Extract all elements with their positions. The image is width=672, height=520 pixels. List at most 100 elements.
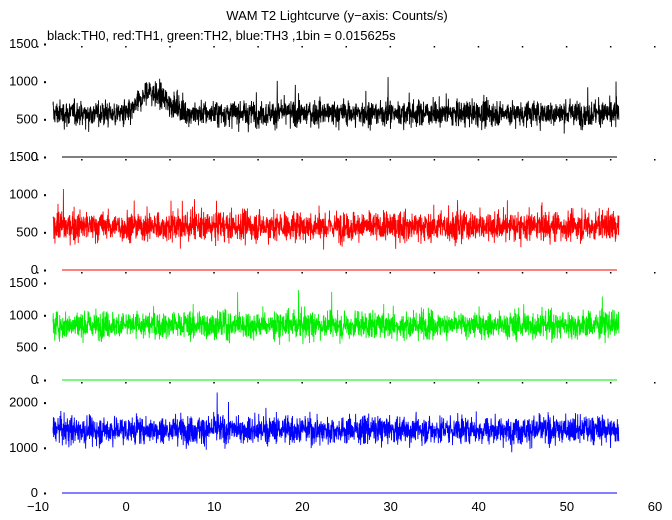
minor-tick-th2-9 xyxy=(433,272,436,274)
minor-tick-th0-5 xyxy=(257,46,259,48)
y-tick-label-th0-1: 1000 xyxy=(9,74,38,89)
minor-tick-th0-11 xyxy=(521,46,524,48)
x-tick-label-5: 40 xyxy=(471,499,485,514)
panel-th1: 1500 1000 500 0 xyxy=(9,149,656,277)
minor-tick-th2-13 xyxy=(609,272,612,274)
minor-tick-th3-2 xyxy=(125,382,127,384)
x-tick-label-3: 20 xyxy=(295,499,309,514)
x-axis: −10 0 10 20 30 40 50 60 xyxy=(27,492,662,514)
minor-tick-th2-1 xyxy=(81,272,83,274)
minor-tick-th2-0 xyxy=(37,272,39,274)
chart-subtitle: black:TH0, red:TH1, green:TH2, blue:TH3 … xyxy=(47,28,396,43)
minor-tick-th0-9 xyxy=(433,46,436,48)
y-tick-label-th0-3: 0 xyxy=(31,149,38,164)
minor-tick-th1-12 xyxy=(565,159,568,161)
y-tick-mark-th2-3 xyxy=(44,379,46,382)
minor-tick-th1-4 xyxy=(213,159,215,161)
minor-tick-th3-1 xyxy=(81,382,83,384)
panels-layer: 1500100050001500100050001500100050002000… xyxy=(9,36,656,500)
minor-tick-th0-14 xyxy=(654,46,656,48)
minor-tick-th2-5 xyxy=(257,272,259,274)
minor-tick-th0-10 xyxy=(477,46,480,48)
minor-tick-th2-4 xyxy=(213,272,215,274)
y-tick-label-th0-2: 500 xyxy=(16,111,38,126)
chart-title: WAM T2 Lightcurve (y−axis: Counts/s) xyxy=(226,8,447,23)
y-tick-mark-th1-3 xyxy=(44,269,46,272)
y-tick-mark-th1-2 xyxy=(44,231,46,234)
minor-tick-th2-8 xyxy=(389,272,392,274)
lightcurve-trace-th3 xyxy=(52,392,620,453)
x-tick-label-1: 0 xyxy=(122,499,129,514)
minor-tick-th1-14 xyxy=(654,159,656,161)
y-tick-label-th2-2: 500 xyxy=(16,340,38,355)
minor-tick-th2-7 xyxy=(345,272,347,274)
minor-tick-th1-10 xyxy=(477,159,480,161)
minor-tick-th3-11 xyxy=(521,382,524,384)
minor-tick-th0-13 xyxy=(609,46,612,48)
y-tick-label-th2-3: 0 xyxy=(31,372,38,387)
minor-tick-th0-1 xyxy=(81,46,83,48)
minor-tick-th2-10 xyxy=(477,272,480,274)
panel-th3: 2000 1000 0 xyxy=(9,382,656,500)
minor-tick-th2-12 xyxy=(565,272,568,274)
lightcurve-trace-th1 xyxy=(52,189,620,250)
minor-tick-th3-9 xyxy=(433,382,436,384)
minor-tick-th1-8 xyxy=(389,159,392,161)
y-tick-label-th1-3: 0 xyxy=(31,262,38,277)
panel-th0: 1500 1000 500 0 xyxy=(9,36,656,164)
minor-tick-th1-1 xyxy=(81,159,83,161)
y-tick-label-th3-0: 2000 xyxy=(9,395,38,410)
minor-tick-th2-2 xyxy=(125,272,127,274)
minor-tick-th3-8 xyxy=(389,382,392,384)
minor-tick-th3-3 xyxy=(169,382,171,384)
minor-tick-th1-2 xyxy=(125,159,127,161)
x-tick-label-6: 50 xyxy=(560,499,574,514)
y-tick-label-th1-0: 1500 xyxy=(9,149,38,164)
y-tick-mark-th0-2 xyxy=(44,118,46,121)
minor-tick-th1-6 xyxy=(301,159,303,161)
y-tick-mark-th2-1 xyxy=(44,314,46,317)
minor-tick-th3-13 xyxy=(609,382,612,384)
minor-tick-th1-7 xyxy=(345,159,347,161)
y-tick-mark-th1-1 xyxy=(44,194,46,197)
minor-tick-th1-9 xyxy=(433,159,436,161)
minor-tick-th0-8 xyxy=(389,46,392,48)
minor-tick-th1-0 xyxy=(37,159,39,161)
minor-tick-th1-5 xyxy=(257,159,259,161)
y-tick-mark-th1-0 xyxy=(44,156,46,159)
y-tick-mark-th2-2 xyxy=(44,347,46,350)
lightcurve-trace-th0 xyxy=(52,77,620,134)
minor-tick-th0-0 xyxy=(37,46,39,48)
y-tick-mark-th0-1 xyxy=(44,81,46,84)
y-tick-mark-th3-2 xyxy=(44,492,46,495)
minor-tick-th2-14 xyxy=(654,272,656,274)
minor-tick-th3-0 xyxy=(37,382,39,384)
minor-tick-th0-2 xyxy=(125,46,127,48)
minor-tick-th0-6 xyxy=(301,46,303,48)
minor-tick-th3-7 xyxy=(345,382,347,384)
y-tick-mark-th2-0 xyxy=(44,282,46,285)
minor-tick-th2-11 xyxy=(521,272,524,274)
x-tick-label-0: −10 xyxy=(27,499,49,514)
panel-th2: 1500 1000 500 0 xyxy=(9,272,656,387)
minor-tick-th2-6 xyxy=(301,272,303,274)
x-tick-label-4: 30 xyxy=(383,499,397,514)
x-tick-label-2: 10 xyxy=(207,499,221,514)
minor-tick-th1-3 xyxy=(169,159,171,161)
y-tick-label-th2-0: 1500 xyxy=(9,275,38,290)
y-tick-label-th1-1: 1000 xyxy=(9,187,38,202)
minor-tick-th0-4 xyxy=(213,46,215,48)
minor-tick-th3-12 xyxy=(565,382,568,384)
minor-tick-th3-6 xyxy=(301,382,303,384)
y-tick-label-th0-0: 1500 xyxy=(9,36,38,51)
minor-tick-th2-3 xyxy=(169,272,171,274)
y-tick-mark-th0-0 xyxy=(44,43,46,46)
y-tick-label-th3-2: 0 xyxy=(31,485,38,500)
minor-tick-th3-4 xyxy=(213,382,215,384)
y-tick-label-th1-2: 500 xyxy=(16,224,38,239)
lightcurve-trace-th2 xyxy=(52,290,620,345)
y-tick-label-th3-1: 1000 xyxy=(9,440,38,455)
minor-tick-th3-10 xyxy=(477,382,480,384)
